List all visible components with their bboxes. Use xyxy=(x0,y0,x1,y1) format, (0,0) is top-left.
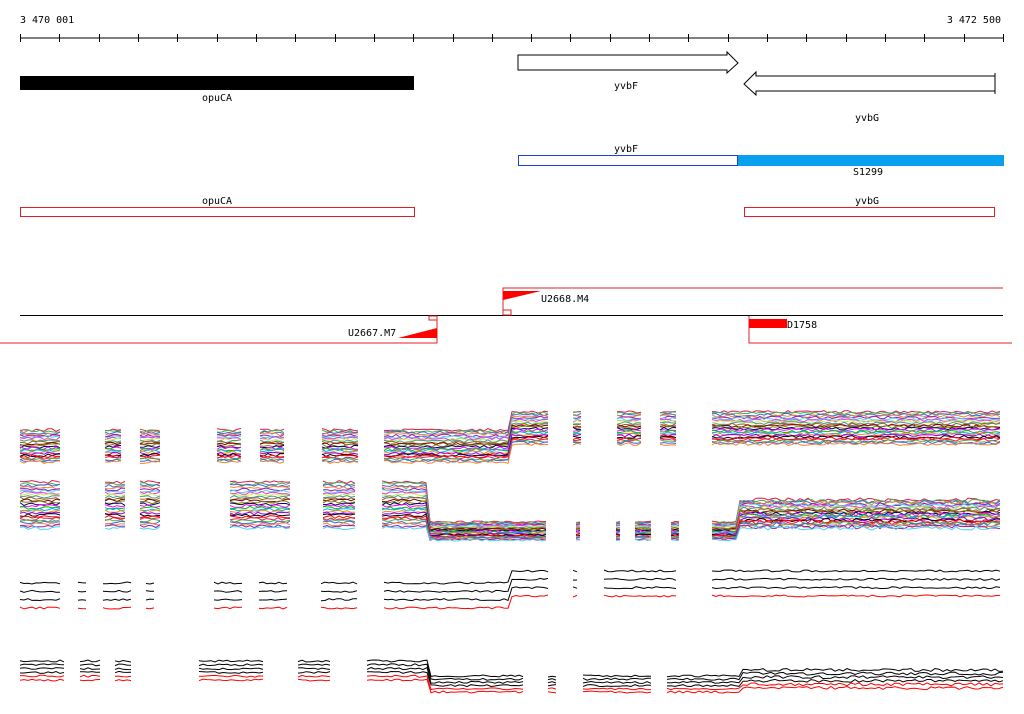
transcript-yvbf-box[interactable] xyxy=(518,155,738,166)
profile-line xyxy=(19,594,1001,610)
profile-line xyxy=(19,666,1004,684)
profile-line xyxy=(19,485,1001,526)
gene-yvbf-arrow[interactable] xyxy=(517,50,739,75)
profile-line xyxy=(19,441,1001,465)
transcript-s1299-label: S1299 xyxy=(853,167,883,178)
segment-u2667-m7-label: U2667.M7 xyxy=(348,328,396,339)
predicted-yvbg-label: yvbG xyxy=(855,196,879,207)
profile-line xyxy=(19,678,1004,694)
profile-line xyxy=(19,659,1004,678)
gene-yvbg-label: yvbG xyxy=(855,113,879,124)
segment-d1758-block[interactable] xyxy=(749,319,787,328)
transcript-yvbf-label: yvbF xyxy=(614,144,638,155)
predicted-gene-track[interactable]: opuCA yvbG xyxy=(20,196,995,217)
coordinate-ruler: 3 470 001 3 472 500 xyxy=(20,15,1004,42)
segment-u2667-m7-notch xyxy=(428,315,438,321)
predicted-opuca-box[interactable] xyxy=(20,207,415,217)
profile-line xyxy=(19,422,1001,445)
segment-u2668-m4-marker[interactable] xyxy=(503,291,541,300)
gene-opuca-label: opuCA xyxy=(202,93,232,104)
profile-line xyxy=(19,525,1001,542)
ruler-ticks xyxy=(20,34,1004,42)
profile-line xyxy=(19,437,1001,460)
gene-yvbg-arrow[interactable] xyxy=(743,70,996,97)
profile-line xyxy=(19,586,1001,602)
transcript-s1299-block[interactable] xyxy=(738,155,1004,166)
profile-line xyxy=(20,670,1004,688)
predicted-yvbg-box[interactable] xyxy=(744,207,995,217)
expression-panel-colored-up xyxy=(19,410,1001,465)
gene-track[interactable]: opuCA yvbF yvbG xyxy=(20,50,996,124)
segment-u2668-m4-notch xyxy=(502,309,512,316)
segment-u2668-m4-label: U2668.M4 xyxy=(541,294,589,305)
segment-u2668-m4-outline xyxy=(502,287,1003,315)
profile-line xyxy=(19,577,1001,593)
expression-panel-colored-down xyxy=(19,479,1001,542)
profile-line xyxy=(19,490,1001,528)
profile-line xyxy=(19,569,1001,585)
segmentation-track[interactable]: U2668.M4 U2667.M7 D1758 xyxy=(0,287,1012,344)
predicted-opuca-label: opuCA xyxy=(202,196,232,207)
gene-yvbf-label: yvbF xyxy=(614,81,638,92)
profile-line xyxy=(19,663,1004,681)
profile-line xyxy=(19,415,1001,438)
transcript-track[interactable]: yvbF S1299 xyxy=(518,144,1005,178)
segment-u2667-m7-marker[interactable] xyxy=(398,328,437,338)
ruler-start-label: 3 470 001 xyxy=(20,15,74,26)
profile-line xyxy=(19,425,1001,448)
profile-line xyxy=(19,412,1001,435)
profile-line xyxy=(19,674,1004,691)
segment-d1758-label: D1758 xyxy=(787,320,817,331)
gene-opuca-block[interactable] xyxy=(20,76,414,90)
expression-panel-summary-up xyxy=(19,569,1001,610)
segment-u2667-m7-outline xyxy=(0,316,438,344)
expression-panel-summary-down xyxy=(19,659,1004,694)
ruler-end-label: 3 472 500 xyxy=(947,15,1001,26)
profile-line xyxy=(19,503,1001,533)
